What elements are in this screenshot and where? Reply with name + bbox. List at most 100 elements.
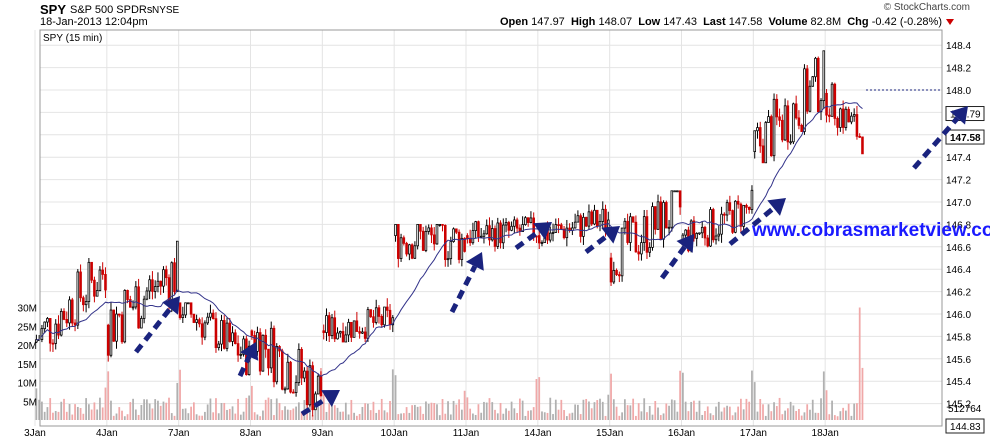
candle-body — [836, 117, 839, 128]
candle-body — [482, 233, 486, 237]
candle-body — [504, 222, 508, 226]
volume-bar — [670, 399, 673, 420]
volume-bar — [563, 410, 565, 420]
candle-body — [797, 117, 801, 126]
volume-bar — [400, 413, 402, 420]
candle-body — [394, 223, 397, 236]
volume-bar — [723, 407, 726, 420]
volume-bar — [176, 382, 179, 420]
volume-bar — [590, 408, 593, 420]
volume-bar — [488, 398, 491, 420]
candle-body — [311, 365, 314, 411]
volume-bar — [654, 400, 657, 420]
volume-bar — [753, 382, 756, 420]
volume-bar — [394, 375, 397, 420]
volume-bar — [740, 398, 742, 420]
volume-bar — [54, 410, 57, 420]
volume-bar — [737, 406, 740, 420]
volume-bar — [798, 408, 800, 420]
volume-bar — [662, 413, 665, 420]
candle-body — [634, 221, 638, 253]
candle-body — [73, 322, 77, 326]
candle-body — [402, 237, 406, 244]
candle-body — [711, 209, 715, 241]
candle-body — [305, 370, 309, 406]
volume-bar — [391, 369, 394, 420]
candle-body — [261, 334, 265, 372]
candle-body — [665, 202, 668, 229]
arrow-head-icon — [465, 252, 484, 271]
volume-bar — [527, 410, 530, 420]
volume-bar — [472, 413, 474, 420]
volume-bar — [828, 414, 831, 420]
volume-bar — [159, 405, 162, 420]
volume-bar — [195, 414, 198, 420]
candle-body — [717, 233, 721, 237]
volume-bar — [693, 400, 695, 420]
candle-body — [327, 315, 331, 337]
candle-body — [344, 334, 348, 343]
volume-bar — [565, 416, 568, 420]
candle-body — [612, 270, 616, 283]
volume-bar — [554, 399, 557, 420]
volume-bar — [795, 410, 798, 420]
volume-bar — [278, 402, 281, 420]
volume-bar — [215, 398, 217, 420]
volume-bar — [786, 408, 789, 420]
volume-bar — [483, 401, 485, 420]
candle-body — [325, 315, 328, 333]
candle-body — [148, 279, 151, 292]
candle-body — [642, 216, 646, 243]
volume-bar — [842, 407, 845, 420]
price-marker-box — [945, 129, 985, 145]
volume-bar — [162, 401, 165, 420]
volume-bar — [361, 406, 364, 420]
volume-bar — [383, 410, 386, 420]
candle-body — [280, 350, 284, 390]
price-tick-label: 148.4 — [946, 41, 971, 52]
volume-bar — [767, 404, 770, 420]
volume-bar — [427, 403, 430, 420]
volume-bar — [322, 394, 325, 420]
volume-bar — [256, 414, 259, 420]
volume-bar — [430, 402, 433, 420]
volume-bar — [491, 402, 494, 420]
candle-body — [789, 141, 792, 144]
candle-body — [728, 202, 732, 211]
candle-body — [104, 274, 107, 291]
candle-body — [562, 228, 566, 239]
volume-bar — [173, 415, 176, 420]
volume-bar — [206, 404, 209, 420]
volume-bar — [264, 399, 267, 420]
volume-bar — [682, 372, 684, 420]
volume-bar — [292, 408, 295, 420]
candle-body — [159, 280, 162, 287]
volume-bar — [803, 412, 806, 420]
candle-body — [214, 318, 218, 349]
candle-body — [87, 261, 91, 302]
candle-body — [582, 216, 585, 237]
price-tick-label: 146.8 — [946, 220, 971, 231]
volume-bar — [143, 399, 146, 420]
volume-bar — [496, 413, 499, 420]
candle-body — [211, 312, 215, 320]
candle-body — [173, 262, 176, 293]
candle-body — [399, 237, 403, 259]
volume-bar — [637, 403, 640, 420]
candle-body — [670, 190, 674, 228]
volume-bar — [57, 411, 60, 420]
candle-body — [239, 353, 243, 356]
candle-body — [485, 225, 489, 235]
price-tick-label: 147.0 — [946, 198, 971, 209]
candle-body — [808, 85, 812, 112]
date-tick-label: 10Jan — [381, 428, 408, 438]
volume-bar — [367, 403, 369, 420]
candle-body — [488, 225, 491, 241]
volume-bar — [259, 416, 262, 420]
volume-bar — [397, 414, 400, 420]
candle-body — [731, 210, 734, 233]
candle-body — [46, 318, 49, 323]
date-tick-label: 8Jan — [240, 428, 262, 438]
volume-bar — [820, 398, 822, 420]
volume-bar — [690, 401, 693, 420]
